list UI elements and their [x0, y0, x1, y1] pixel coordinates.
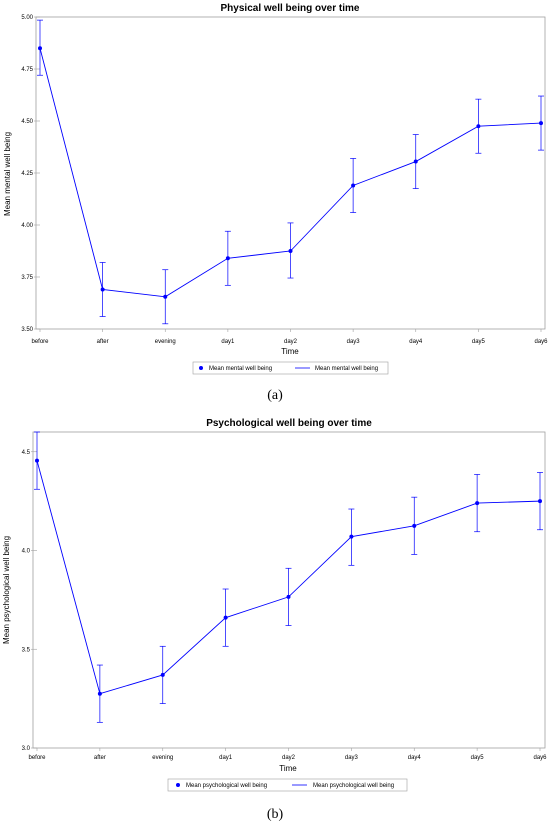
chart-a-legend-marker — [199, 366, 203, 370]
chart-b-x-label: Time — [279, 764, 297, 773]
chart-b-y-label: Mean psychological well being — [2, 536, 11, 644]
chart-a-y-tick-label: 3.75 — [21, 275, 33, 281]
chart-b-data-point — [223, 615, 228, 620]
chart-b-x-tick-label: after — [94, 755, 106, 761]
chart-b-data-point — [475, 501, 480, 506]
chart-b-legend-marker — [176, 783, 180, 787]
chart-a-x-tick-label: before — [31, 339, 49, 345]
panel-label-a: (a) — [267, 388, 283, 403]
chart-a-y-tick-label: 4.50 — [21, 119, 33, 125]
chart-b-legend-label-2: Mean psychological well being — [313, 783, 394, 789]
chart-b-title: Psychological well being over time — [206, 418, 372, 429]
chart-a-legend-label-2: Mean mental well being — [315, 366, 378, 372]
chart-b-data-point — [286, 594, 291, 599]
chart-a-x-tick-label: day6 — [534, 339, 548, 345]
chart-a-series — [37, 19, 544, 325]
chart-a-data-point — [351, 183, 356, 188]
chart-b-series — [34, 431, 543, 723]
chart-b: Psychological well being over time 3.03.… — [2, 418, 547, 822]
chart-a-x-tick-label: day2 — [284, 339, 298, 345]
chart-b-legend-label-1: Mean psychological well being — [186, 783, 267, 789]
chart-a-data-point — [288, 249, 293, 253]
chart-a-data-point — [100, 287, 105, 292]
chart-b-x-tick-label: before — [28, 755, 46, 761]
chart-a-y-tick-label: 5.00 — [21, 15, 33, 21]
chart-a-data-point — [476, 124, 481, 129]
chart-a-x-tick-label: day1 — [221, 339, 235, 345]
chart-a-y-tick-label: 4.25 — [21, 171, 33, 177]
chart-b-data-point — [97, 691, 102, 696]
chart-a-x-ticks: before after evening day1 day2 day3 day4 day5 da… — [31, 329, 548, 345]
chart-b-y-ticks: 3.0 3.5 4.0 4.5 — [22, 450, 37, 752]
chart-a-data-point — [38, 46, 42, 51]
chart-b-x-tick-label: day3 — [345, 755, 359, 761]
chart-a-y-tick-label: 4.75 — [21, 67, 33, 73]
chart-b-legend: Mean psychological well being Mean psych… — [167, 778, 408, 792]
chart-a-data-point — [225, 256, 230, 261]
chart-a-x-tick-label: after — [97, 339, 109, 345]
chart-b-x-tick-label: day1 — [219, 755, 233, 761]
chart-a-legend-box — [192, 361, 389, 375]
chart-b-data-point — [35, 458, 39, 463]
chart-b-x-tick-label: day2 — [282, 755, 296, 761]
chart-b-data-point — [538, 499, 542, 504]
chart-b-data-point — [349, 534, 354, 539]
chart-b-y-tick-label: 4.5 — [22, 450, 31, 456]
chart-b-x-tick-label: evening — [152, 755, 173, 761]
chart-b-y-tick-label: 3.5 — [22, 647, 31, 653]
chart-a-legend-label-1: Mean mental well being — [209, 366, 272, 372]
chart-a-y-ticks: 3.50 3.75 4.00 4.25 4.50 4.75 5.00 — [21, 15, 40, 333]
chart-a-x-tick-label: day4 — [409, 339, 423, 345]
chart-a-y-tick-label: 3.50 — [21, 327, 33, 333]
chart-b-data-point — [160, 672, 165, 677]
chart-a-y-label: Mean mental well being — [3, 132, 12, 216]
chart-b-y-tick-label: 3.0 — [22, 746, 31, 752]
chart-b-x-tick-label: day5 — [471, 755, 485, 761]
chart-a-legend: Mean mental well being Mean mental well … — [192, 361, 389, 375]
chart-b-legend-box — [167, 778, 408, 792]
chart-b-x-tick-label: day6 — [533, 755, 547, 761]
chart-a: Physical well being over time 3.50 3.75 4.… — [3, 3, 548, 403]
panel-label-b: (b) — [267, 807, 284, 822]
chart-a-y-tick-label: 4.00 — [21, 223, 33, 229]
chart-b-x-tick-label: day4 — [408, 755, 422, 761]
chart-a-x-label: Time — [281, 347, 299, 356]
chart-a-data-point — [539, 121, 543, 126]
chart-a-x-tick-label: day3 — [347, 339, 361, 345]
chart-b-x-ticks: before after evening day1 day2 day3 day4 day5 da… — [28, 748, 547, 761]
chart-b-data-point — [412, 523, 417, 528]
chart-a-data-point — [163, 294, 168, 299]
chart-a-data-point — [413, 159, 418, 164]
chart-a-frame — [35, 16, 546, 330]
chart-a-x-tick-label: day5 — [472, 339, 486, 345]
chart-a-x-tick-label: evening — [155, 339, 176, 345]
chart-b-y-tick-label: 4.0 — [22, 549, 31, 555]
chart-a-title: Physical well being over time — [221, 3, 360, 14]
chart-b-frame — [32, 431, 546, 749]
